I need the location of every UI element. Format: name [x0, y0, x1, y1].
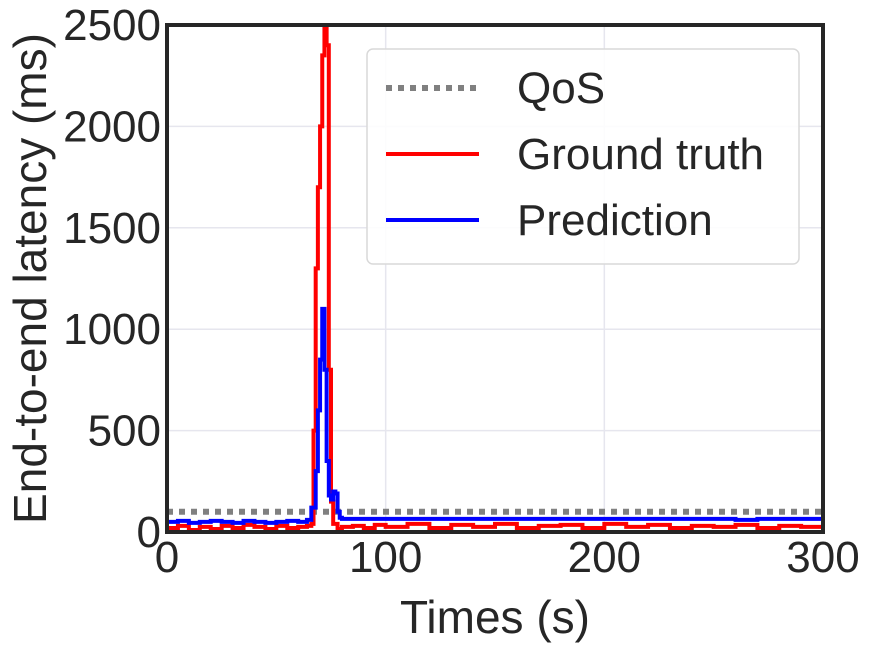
legend: QoS Ground truth Prediction — [366, 48, 800, 265]
legend-label-ground-truth: Ground truth — [517, 130, 764, 179]
series-line-ground-truth — [167, 23, 825, 532]
y-tick-label: 2000 — [63, 102, 161, 151]
y-tick-label: 2500 — [63, 1, 161, 50]
plot-frame — [165, 23, 825, 534]
legend-box — [366, 48, 800, 265]
x-axis-label: Times (s) — [400, 591, 590, 643]
x-tick-label: 0 — [155, 533, 179, 582]
y-tick-label: 0 — [137, 508, 161, 557]
legend-label-prediction: Prediction — [517, 196, 713, 245]
y-tick-labels: 0 500 1000 1500 2000 2500 — [63, 1, 161, 557]
x-tick-label: 300 — [786, 533, 859, 582]
y-tick-label: 500 — [88, 407, 161, 456]
series-line-prediction — [167, 306, 823, 525]
legend-label-qos: QoS — [517, 64, 605, 113]
y-tick-label: 1000 — [63, 305, 161, 354]
series-lines — [167, 23, 825, 532]
x-tick-label: 100 — [349, 533, 422, 582]
x-tick-labels: 0 100 200 300 — [155, 533, 860, 582]
x-tick-label: 200 — [568, 533, 641, 582]
y-axis-label: End-to-end latency (ms) — [4, 33, 56, 524]
y-tick-label: 1500 — [63, 204, 161, 253]
